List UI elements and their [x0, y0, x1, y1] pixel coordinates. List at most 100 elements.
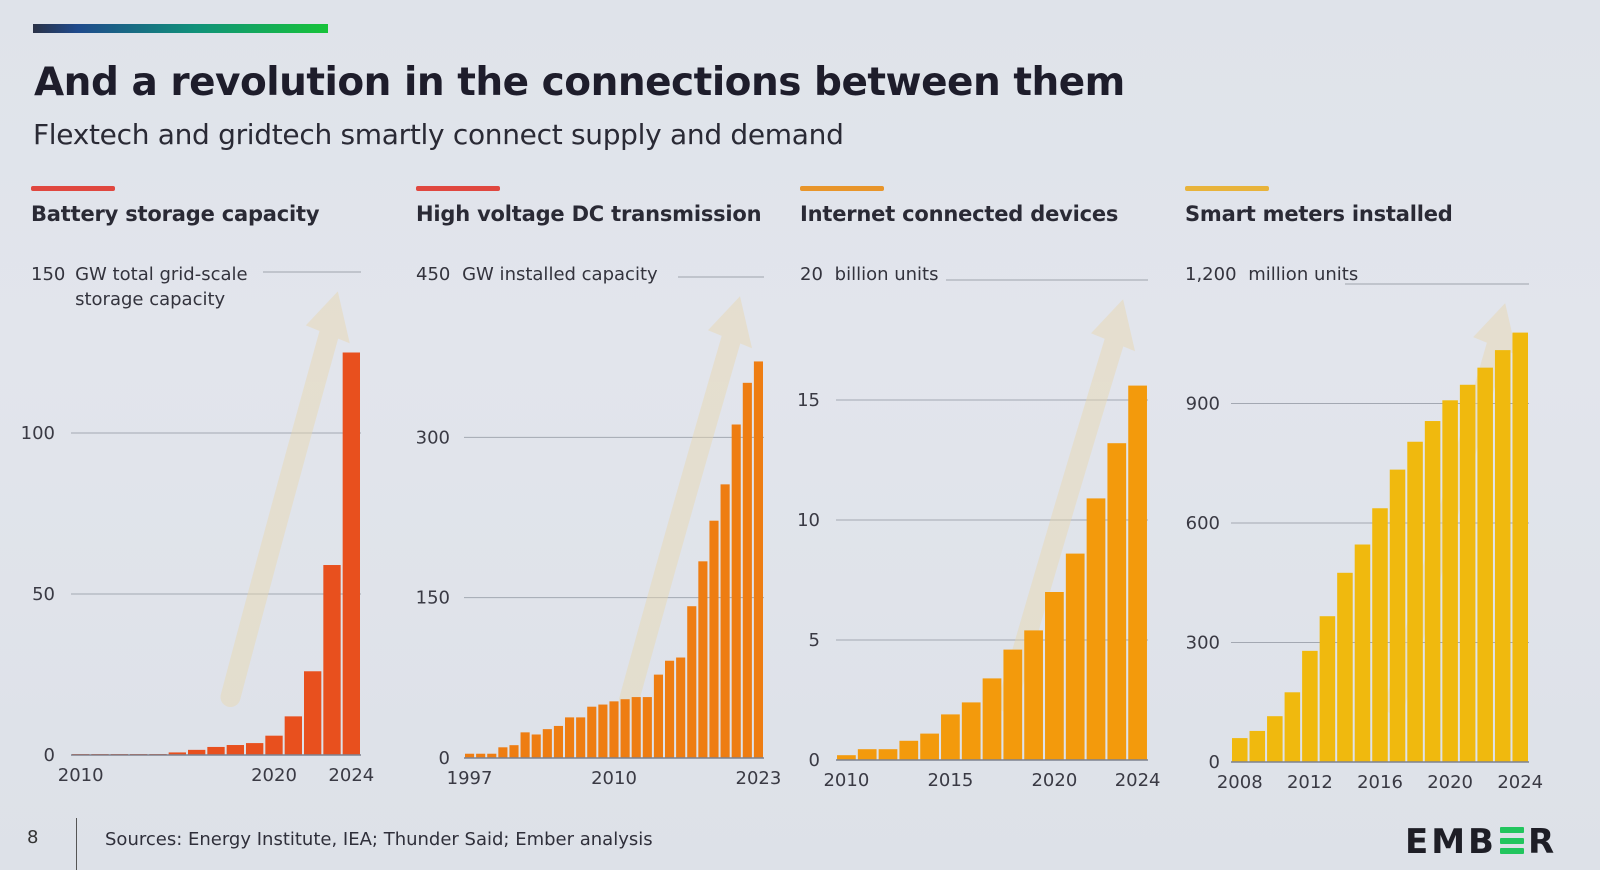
bar-2019	[709, 520, 719, 758]
bar-2018	[1407, 441, 1423, 762]
bar-2005	[553, 725, 563, 758]
chart-title: Internet connected devices	[800, 202, 1119, 226]
bar-2024	[1128, 385, 1147, 760]
bar-2011	[857, 749, 877, 760]
bar-2017	[1389, 469, 1406, 762]
bar-2000	[498, 747, 508, 758]
bar-2012	[878, 749, 898, 760]
x-tick-label: 2020	[1427, 772, 1473, 793]
bar-chart-svg: 0 150 300 1997 2010 2023	[416, 276, 781, 789]
slide-title: And a revolution in the connections betw…	[34, 60, 1125, 105]
bar-2010	[837, 755, 856, 760]
bar-2018	[226, 745, 244, 755]
bar-2020	[720, 484, 730, 758]
bar-2013	[642, 697, 652, 758]
x-tick-label: 2008	[1217, 772, 1263, 793]
x-tick-label: 2016	[1357, 772, 1403, 793]
bar-2010	[609, 701, 619, 758]
bar-2004	[542, 729, 552, 758]
bar-1997	[465, 753, 475, 758]
bar-2018	[1003, 649, 1023, 760]
bar-2008	[1232, 738, 1248, 762]
bar-2009	[598, 704, 608, 758]
unit-text: GW total grid-scale storage capacity	[75, 264, 248, 310]
bar-2002	[520, 732, 530, 758]
bar-2013	[1319, 616, 1336, 762]
ember-logo: EMB R	[1405, 822, 1557, 862]
bar-2013	[899, 740, 919, 760]
y-tick-label: 900	[1186, 394, 1220, 415]
bar-1999	[487, 753, 497, 758]
bar-chart-svg: 0 300 600 900 2008 2012 2016 2020 2024	[1186, 283, 1543, 793]
bar-2014	[653, 674, 663, 758]
bar-2017	[207, 746, 225, 755]
x-tick-label: 2024	[1115, 770, 1161, 791]
bar-2019	[1024, 630, 1043, 760]
bar-2012	[631, 697, 641, 758]
bar-2022	[304, 671, 322, 755]
chart-title: Battery storage capacity	[31, 202, 320, 226]
chart-panel-battery-storage: Battery storage capacity 150 GW total gr…	[21, 180, 411, 800]
bar-2009	[1249, 730, 1266, 762]
bar-2019	[1424, 421, 1441, 762]
panel-accent-bar	[800, 186, 884, 191]
y-tick-label: 150	[416, 588, 450, 609]
bar-2020	[1045, 592, 1064, 760]
bar-2010	[1267, 716, 1283, 762]
bar-2017	[982, 678, 1002, 760]
x-tick-label: 2020	[251, 765, 297, 786]
bar-2019	[246, 743, 264, 755]
unit-top-value: 150	[31, 264, 66, 285]
bar-2021	[1065, 553, 1085, 760]
bar-chart-svg: 0 5 10 15 2010 2015 2020 2024	[797, 279, 1161, 791]
bar-2020	[1442, 400, 1458, 762]
unit-top-value: 20	[800, 264, 823, 285]
bar-2015	[665, 660, 675, 758]
y-tick-label: 10	[797, 510, 820, 531]
y-tick-label: 0	[439, 748, 450, 769]
y-tick-label: 50	[32, 584, 55, 605]
bar-chart-svg: 0 50 100 2010 2020 2024	[21, 271, 374, 786]
bar-2022	[1086, 498, 1106, 760]
y-tick-label: 0	[44, 745, 55, 766]
logo-text-left: EMB	[1405, 822, 1497, 862]
bar-2020	[265, 735, 283, 755]
bar-2008	[587, 706, 597, 758]
bar-2023	[1107, 443, 1127, 760]
bar-2024	[1512, 332, 1528, 762]
bar-2023	[1494, 350, 1511, 762]
x-tick-label: 1997	[447, 768, 493, 789]
logo-green-e-icon	[1499, 827, 1524, 854]
chart-panel-hvdc: High voltage DC transmission 450 GW inst…	[416, 180, 796, 800]
unit-label: 20 billion units	[800, 262, 938, 287]
bar-2001	[509, 745, 519, 758]
bar-2023	[753, 361, 763, 758]
trend-arrow-head	[305, 291, 350, 344]
x-tick-label: 2010	[58, 765, 104, 786]
unit-text: billion units	[834, 264, 939, 285]
unit-top-value: 1,200	[1185, 264, 1237, 285]
bar-2018	[698, 561, 708, 758]
bar-2015	[168, 752, 186, 755]
bar-2007	[576, 717, 586, 758]
bar-1998	[476, 753, 486, 758]
panel-accent-bar	[1185, 186, 1269, 191]
bar-2023	[323, 565, 341, 755]
bar-2016	[676, 657, 686, 758]
bar-2016	[961, 702, 981, 760]
x-tick-label: 2012	[1287, 772, 1333, 793]
accent-gradient-bar	[33, 24, 328, 33]
panel-accent-bar	[416, 186, 500, 191]
x-tick-label: 2024	[328, 765, 374, 786]
bar-2003	[531, 734, 541, 758]
chart-panel-internet-devices: Internet connected devices 20 billion un…	[797, 180, 1180, 800]
page-number: 8	[27, 827, 39, 848]
unit-text: GW installed capacity	[462, 264, 658, 285]
y-tick-label: 300	[416, 427, 450, 448]
bar-2017	[687, 606, 697, 758]
bar-2022	[1477, 367, 1493, 762]
y-tick-label: 15	[797, 390, 820, 411]
bar-2015	[941, 714, 960, 760]
unit-label: 1,200 million units	[1185, 262, 1358, 287]
trend-arrow-icon	[619, 296, 752, 711]
